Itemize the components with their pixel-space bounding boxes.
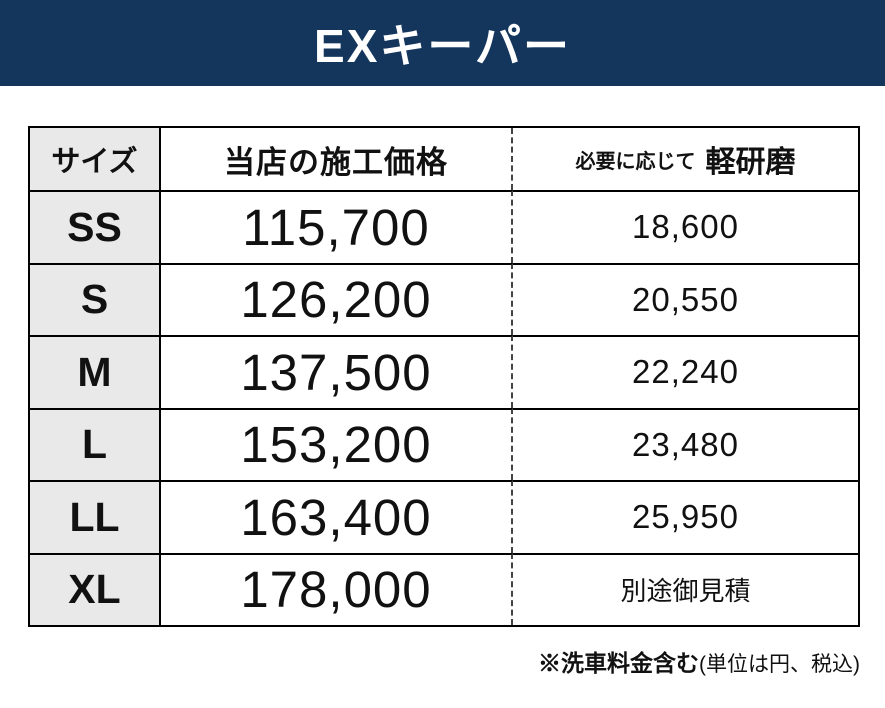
header-size: サイズ — [30, 128, 161, 190]
polish-cell: 23,480 — [513, 407, 858, 481]
polish-cell: 18,600 — [513, 190, 858, 263]
footnote-bold-text: ※洗車料金含む — [538, 650, 699, 676]
price-cell: 163,400 — [161, 480, 513, 553]
header-polish-label: 軽研磨 — [705, 146, 796, 179]
size-cell: LL — [30, 480, 161, 553]
polish-cell: 20,550 — [513, 262, 858, 336]
size-cell: S — [30, 262, 161, 335]
header-polish-prefix: 必要に応じて — [575, 150, 696, 173]
header-price: 当店の施工価格 — [161, 128, 513, 190]
size-cell: XL — [30, 552, 161, 625]
header-banner: EXキーパー — [0, 0, 885, 86]
price-table: サイズ 当店の施工価格 必要に応じて 軽研磨 SS 115,700 18,600… — [28, 126, 860, 627]
header-polish: 必要に応じて 軽研磨 — [513, 128, 858, 190]
footnote: ※洗車料金含む (単位は円、税込) — [538, 644, 860, 678]
polish-cell: 25,950 — [513, 480, 858, 553]
price-cell: 126,200 — [161, 262, 513, 335]
price-cell: 115,700 — [161, 190, 513, 263]
footnote-normal-text: (単位は円、税込) — [699, 653, 860, 676]
polish-cell: 22,240 — [513, 335, 858, 408]
polish-cell: 別途御見積 — [513, 552, 858, 626]
price-cell: 153,200 — [161, 407, 513, 480]
page-title: EXキーパー — [314, 20, 571, 72]
size-cell: SS — [30, 190, 161, 263]
size-cell: M — [30, 335, 161, 408]
size-cell: L — [30, 407, 161, 480]
price-cell: 137,500 — [161, 335, 513, 408]
price-cell: 178,000 — [161, 552, 513, 625]
